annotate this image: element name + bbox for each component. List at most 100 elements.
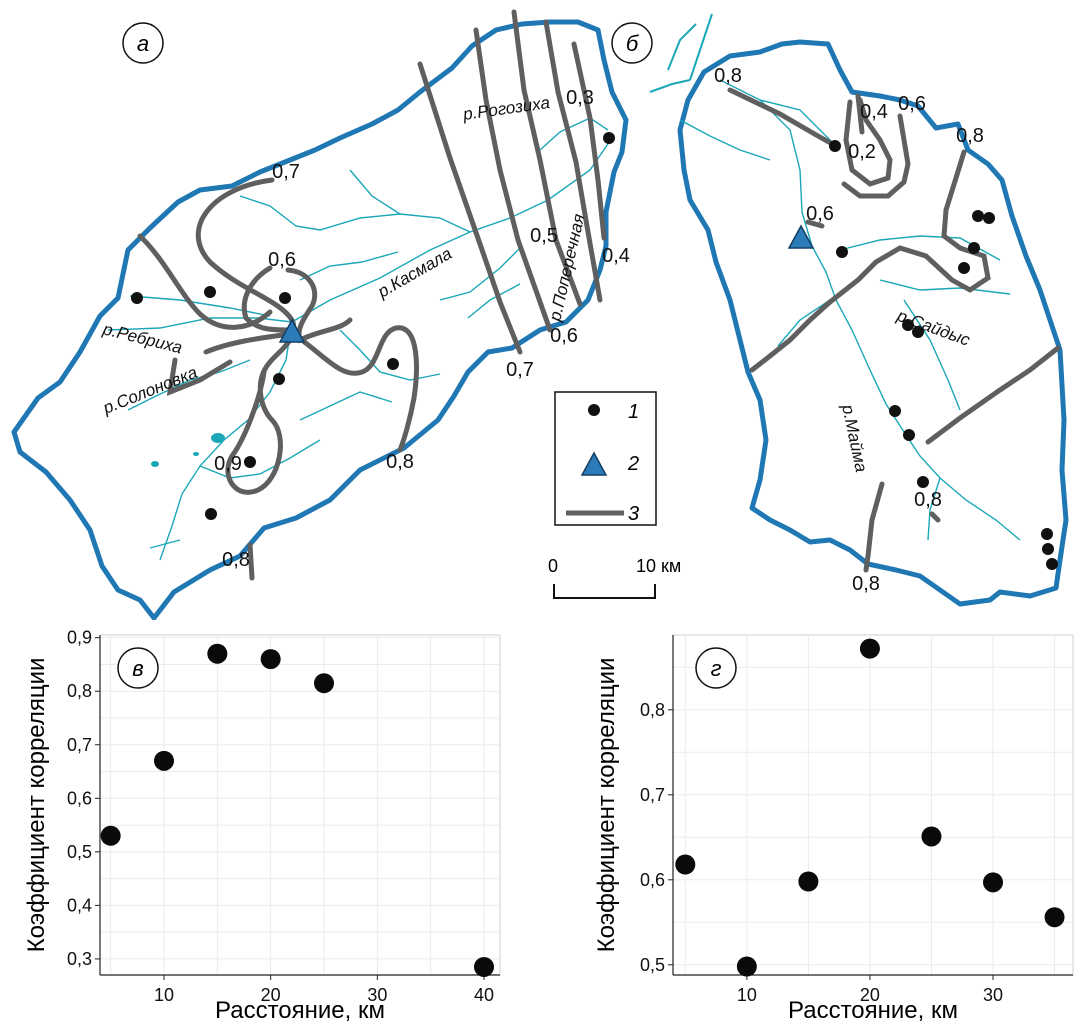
- legend-label: 1: [628, 401, 639, 423]
- data-point: [675, 854, 696, 875]
- station-point: [131, 292, 143, 304]
- river-ob-b: [649, 13, 713, 93]
- station-point: [836, 246, 848, 258]
- data-point: [260, 649, 281, 670]
- x-tick-label: 30: [983, 985, 1003, 1005]
- isoline-label: 0,8: [956, 125, 984, 147]
- y-tick-label: 0,7: [67, 735, 92, 755]
- station-point: [968, 242, 980, 254]
- station-point: [972, 210, 984, 222]
- panel-label-a: а: [137, 31, 149, 56]
- x-axis-title: Расстояние, км: [215, 997, 385, 1023]
- maps-figure: 0,3 0,7 0,6 0,5 0,4 0,6 0,7 0,9 0,8 0,8 …: [11, 9, 1069, 620]
- y-tick-label: 0,5: [640, 955, 665, 975]
- legend: 1 2 3: [554, 391, 657, 526]
- station-point: [603, 132, 615, 144]
- reference-station-triangle: [787, 224, 815, 249]
- river-network-a: [107, 117, 613, 561]
- legend-label: 2: [627, 453, 639, 475]
- isoline-label: 0,7: [272, 161, 300, 183]
- basin-boundary-a: [11, 19, 629, 620]
- station-point: [902, 319, 914, 331]
- station-point: [889, 405, 901, 417]
- station-point: [1042, 543, 1054, 555]
- panel-label-g: г: [711, 656, 722, 681]
- station-point: [983, 212, 995, 224]
- station-point: [917, 476, 929, 488]
- y-tick-label: 0,8: [67, 681, 92, 701]
- y-axis-title: Коэффициент корреляции: [23, 658, 50, 953]
- panel-label-b: б: [626, 31, 640, 56]
- data-point: [100, 825, 121, 846]
- isoline-label: 0,2: [848, 141, 876, 163]
- isoline-label: 0,9: [214, 453, 242, 475]
- station-point: [279, 292, 291, 304]
- station-point: [387, 358, 399, 370]
- y-tick-label: 0,6: [67, 788, 92, 808]
- x-tick-label: 30: [367, 985, 387, 1005]
- chart-v: 10 20 30 40 0,3 0,4 0,5 0,6 0,7 0,8 0,9 Коэффициен…: [23, 628, 501, 1023]
- reference-station-triangle: [278, 318, 306, 343]
- y-tick-label: 0,9: [67, 628, 92, 648]
- station-point: [912, 326, 924, 338]
- x-tick-label: 20: [261, 985, 281, 1005]
- legend-label: 3: [628, 503, 639, 525]
- x-tick-label: 10: [154, 985, 174, 1005]
- data-point: [207, 643, 228, 664]
- river-network-b: [679, 79, 1021, 541]
- isoline-label: 0,8: [852, 573, 880, 595]
- data-point: [736, 956, 757, 977]
- data-point: [1044, 907, 1065, 928]
- x-tick-label: 20: [860, 985, 880, 1005]
- data-point: [859, 638, 880, 659]
- panel-label-v: в: [132, 656, 143, 681]
- station-point: [958, 262, 970, 274]
- y-tick-label: 0,8: [640, 700, 665, 720]
- isoline-label: 0,8: [914, 489, 942, 511]
- data-point: [474, 956, 494, 977]
- data-point: [314, 673, 334, 694]
- isoline-label: 0,6: [550, 325, 578, 347]
- legend-point-symbol: [588, 404, 600, 416]
- isoline-label: 0,7: [506, 359, 534, 381]
- station-point: [204, 286, 216, 298]
- station-point: [205, 508, 217, 520]
- scale-ten: 10 км: [636, 556, 681, 576]
- isoline-label: 0,6: [898, 93, 926, 115]
- x-axis-title: Расстояние, км: [788, 997, 958, 1023]
- data-point: [983, 872, 1003, 893]
- isoline-label: 0,4: [860, 101, 888, 123]
- isoline-label: 0,4: [602, 245, 630, 267]
- data-point: [921, 826, 942, 847]
- chart-g: 10 20 30 0,5 0,6 0,7 0,8 Коэффициент корреляци…: [593, 634, 1074, 1023]
- station-point: [1041, 528, 1053, 540]
- isolines-a: [137, 9, 607, 581]
- scale-bar: 0 10 км: [548, 556, 681, 599]
- station-point: [903, 429, 915, 441]
- isoline-label: 0,5: [530, 225, 558, 247]
- points-b: [829, 140, 1058, 570]
- y-tick-label: 0,6: [640, 870, 665, 890]
- isoline-label: 0,8: [386, 451, 414, 473]
- isoline-label: 0,6: [268, 249, 296, 271]
- lakes-a: [151, 433, 225, 467]
- isoline-label: 0,8: [714, 65, 742, 87]
- data-point: [798, 871, 819, 892]
- x-tick-label: 10: [737, 985, 757, 1005]
- y-tick-label: 0,5: [67, 842, 92, 862]
- station-point: [273, 373, 285, 385]
- points-a: [131, 132, 615, 520]
- x-tick-label: 40: [474, 985, 494, 1005]
- y-tick-label: 0,4: [67, 895, 92, 915]
- isoline-label: 0,8: [222, 549, 250, 571]
- plot-area: [672, 634, 1074, 976]
- legend-triangle-symbol: [580, 451, 608, 476]
- basin-boundary-b: [677, 39, 1069, 607]
- isoline-label: 0,3: [566, 87, 594, 109]
- y-tick-label: 0,7: [640, 785, 665, 805]
- data-point: [154, 750, 174, 771]
- station-point: [244, 456, 256, 468]
- plot-area: [99, 634, 501, 976]
- isolines-b: [727, 87, 1061, 573]
